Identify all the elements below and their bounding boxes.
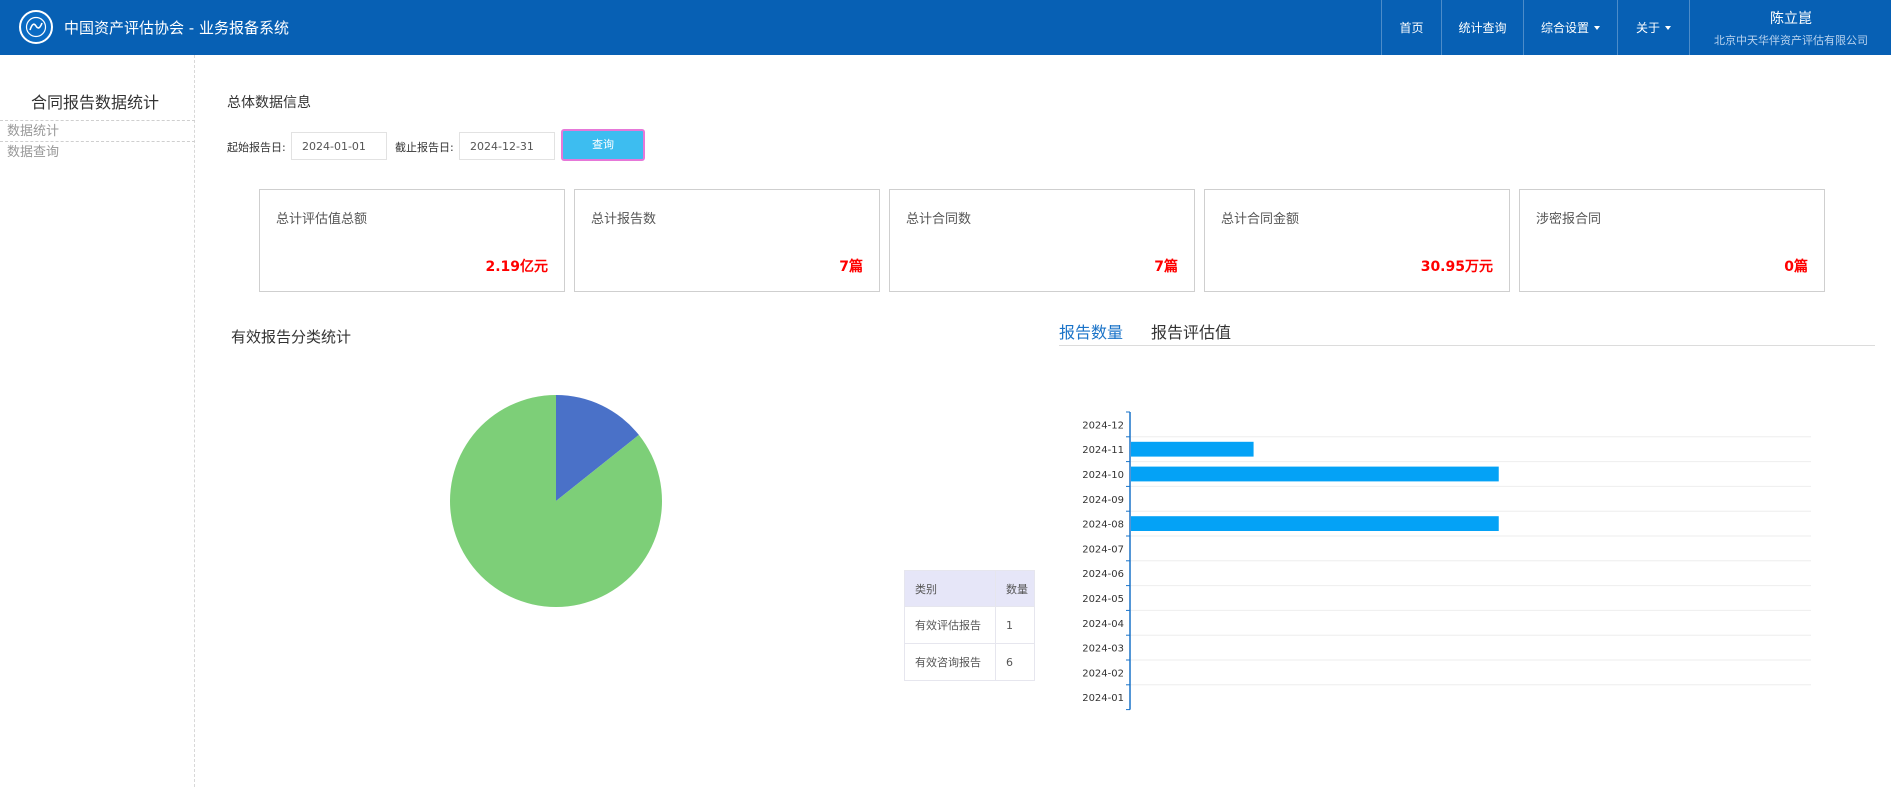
y-tick-label: 2024-10 [1082,470,1124,481]
nav-home[interactable]: 首页 [1381,0,1441,55]
query-button[interactable]: 查询 [561,129,645,161]
nav-home-label: 首页 [1399,21,1424,35]
nav-statistics-query-label: 统计查询 [1458,21,1507,35]
y-tick-label: 2024-12 [1082,420,1124,431]
y-tick-label: 2024-05 [1082,594,1124,605]
section-title: 总体数据信息 [227,95,311,111]
nav-settings-label: 综合设置 [1540,21,1589,35]
user-menu[interactable]: 陈立崑 北京中天华伴资产评估有限公司 [1689,0,1891,55]
table-cell-count: 1 [995,606,1035,644]
stat-card-value: 30.95万元 [1420,259,1493,275]
user-organization: 北京中天华伴资产评估有限公司 [1714,34,1868,47]
pie-slice-0[interactable] [556,395,639,501]
y-tick-label: 2024-01 [1082,693,1124,704]
end-date-input[interactable] [459,132,555,160]
y-tick-label: 2024-03 [1082,644,1124,655]
stat-card-total-valuation: 总计评估值总额 2.19亿元 [259,189,565,292]
table-header-category: 类别 [904,570,996,607]
nav-about-label: 关于 [1635,21,1660,35]
y-tick-label: 2024-06 [1082,569,1124,580]
bar-2024-08[interactable] [1131,516,1499,531]
y-tick-label: 2024-07 [1082,544,1124,555]
table-cell-category: 有效咨询报告 [904,643,996,681]
stat-card-classified-contracts: 涉密报合同 0篇 [1519,189,1825,292]
bar-2024-10[interactable] [1131,466,1499,482]
stat-card-total-contracts: 总计合同数 7篇 [889,189,1195,292]
nav-statistics-query[interactable]: 统计查询 [1441,0,1523,55]
pie-chart-title: 有效报告分类统计 [231,328,352,346]
y-tick-label: 2024-08 [1082,520,1124,531]
y-tick-label: 2024-02 [1082,668,1124,679]
y-tick-label: 2024-11 [1082,445,1124,456]
stat-card-value: 7篇 [1154,259,1178,275]
sidebar-item-data-query[interactable]: 数据查询 [7,145,60,160]
stat-card-label: 涉密报合同 [1536,212,1602,227]
stat-card-value: 7篇 [839,259,863,275]
y-tick-label: 2024-09 [1082,495,1124,506]
sidebar: 合同报告数据统计 数据统计 数据查询 [0,55,195,787]
chevron-down-icon [1665,25,1671,30]
chart-tabs: 报告数量 报告评估值 [1059,318,1875,346]
table-row: 有效评估报告 1 [904,606,1035,644]
user-name: 陈立崑 [1770,11,1812,27]
y-tick-label: 2024-04 [1082,619,1124,630]
start-date-label: 起始报告日: [227,141,286,154]
table-row: 有效咨询报告 6 [904,643,1035,681]
stat-card-total-reports: 总计报告数 7篇 [574,189,880,292]
tab-report-valuation[interactable]: 报告评估值 [1151,323,1232,342]
category-table: 类别 数量 有效评估报告 1 有效咨询报告 6 [904,570,1035,681]
top-header: 中国资产评估协会 - 业务报备系统 首页 统计查询 综合设置 关于 陈立崑 北京… [0,0,1891,55]
table-header-row: 类别 数量 [904,570,1035,607]
bar-2024-11[interactable] [1131,441,1254,457]
nav-settings[interactable]: 综合设置 [1523,0,1617,55]
report-category-pie-chart [450,395,662,607]
stat-card-value: 0篇 [1784,259,1808,275]
stat-card-value: 2.19亿元 [485,259,548,275]
sidebar-item-data-statistics[interactable]: 数据统计 [0,120,195,142]
monthly-report-bar-chart: 2024-12 2024-11 2024-10 2024-09 2024-08 2024-… [1082,411,1811,711]
stat-card-label: 总计合同数 [906,212,972,227]
tab-report-count[interactable]: 报告数量 [1059,323,1124,342]
table-header-count: 数量 [995,570,1035,607]
bar-chart-grid [1130,436,1811,686]
nav-about[interactable]: 关于 [1617,0,1689,55]
stat-card-label: 总计评估值总额 [276,212,368,227]
pie-slice-1[interactable] [450,395,662,607]
sidebar-title: 合同报告数据统计 [30,93,159,112]
end-date-label: 截止报告日: [395,141,454,154]
table-cell-count: 6 [995,643,1035,681]
start-date-input[interactable] [291,132,387,160]
stat-card-label: 总计报告数 [591,212,657,227]
app-title: 中国资产评估协会 - 业务报备系统 [64,19,289,37]
stat-card-label: 总计合同金额 [1221,212,1300,227]
table-cell-category: 有效评估报告 [904,606,996,644]
stat-card-contract-amount: 总计合同金额 30.95万元 [1204,189,1510,292]
chevron-down-icon [1594,25,1600,30]
association-logo-icon[interactable] [19,10,53,44]
